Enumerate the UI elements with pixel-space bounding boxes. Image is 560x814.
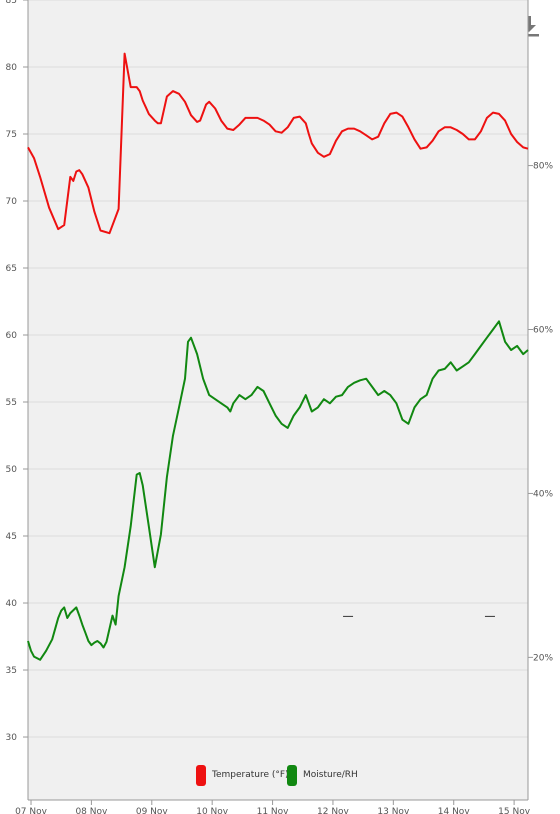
y-tick-label: 80	[6, 63, 18, 73]
y-tick-label: 65	[6, 264, 17, 274]
x-tick-label: 09 Nov	[136, 807, 169, 814]
y-tick-label: 45	[6, 532, 17, 542]
legend-item-moisture: Moisture/RH	[287, 764, 358, 786]
y-tick-label: 70	[6, 197, 18, 207]
y-tick-label: 55	[6, 398, 17, 408]
y-tick-label: 85	[6, 0, 17, 6]
x-tick-label: 08 Nov	[75, 807, 108, 814]
x-tick-label: 10 Nov	[196, 807, 229, 814]
x-tick-label: 11 Nov	[257, 807, 290, 814]
y2-tick-label: 20%	[533, 653, 553, 663]
plot-area	[28, 0, 528, 800]
y-tick-label: 35	[6, 666, 17, 676]
y2-tick-label: 60%	[533, 326, 553, 336]
y-tick-label: 75	[6, 130, 17, 140]
series-line	[27, 52, 529, 235]
x-tick-label: 07 Nov	[15, 807, 48, 814]
y-tick-label: 30	[6, 733, 18, 743]
x-tick-label: 14 Nov	[438, 807, 471, 814]
legend: Temperature (°F) Moisture/RH	[0, 764, 560, 786]
legend-label-temperature: Temperature (°F)	[212, 770, 289, 780]
series-line	[27, 320, 529, 661]
legend-swatch-moisture	[287, 764, 297, 786]
y2-tick-label: 80%	[533, 162, 553, 172]
x-tick-label: 13 Nov	[377, 807, 410, 814]
legend-label-moisture: Moisture/RH	[303, 770, 358, 780]
legend-swatch-temperature	[196, 764, 206, 786]
y-tick-label: 40	[6, 599, 18, 609]
y2-tick-label: 40%	[533, 489, 553, 499]
y-tick-label: 60	[6, 331, 18, 341]
x-tick-label: 15 Nov	[498, 807, 531, 814]
share-icon[interactable]	[457, 12, 485, 40]
y-tick-label: 50	[6, 465, 18, 475]
download-icon[interactable]	[515, 12, 543, 40]
x-tick-label: 12 Nov	[317, 807, 350, 814]
legend-item-temperature: Temperature (°F)	[196, 764, 289, 786]
